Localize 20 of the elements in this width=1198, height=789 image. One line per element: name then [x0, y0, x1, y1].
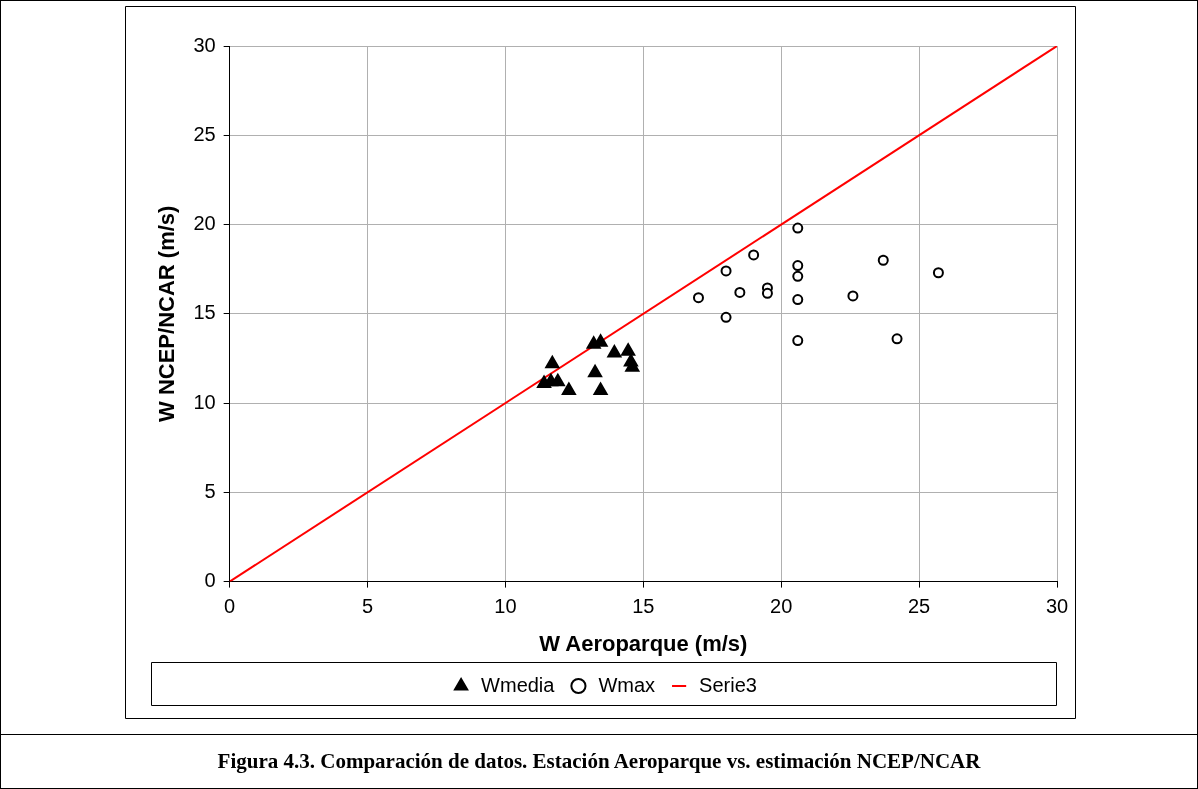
y-tick-label: 25 [193, 122, 216, 145]
y-tick-label: 20 [193, 212, 216, 235]
y-tick-label: 30 [193, 33, 216, 56]
x-tick-label: 25 [907, 595, 931, 618]
x-tick-label: 20 [770, 595, 793, 618]
y-tick-label: 5 [204, 479, 216, 502]
x-tick-label: 30 [1045, 595, 1069, 618]
y-tick-label: 0 [204, 569, 216, 592]
y-tick-label: 10 [193, 390, 216, 413]
legend-label: Wmedia [481, 673, 556, 696]
x-tick-label: 15 [632, 595, 655, 618]
y-axis-title: W NCEP/NCAR (m/s) [154, 205, 180, 422]
y-tick-label: 15 [193, 301, 216, 324]
text: Figura 4.3. Comparación de datos. Estación Aeroparque vs. estimación NCEP/NCAR [217, 749, 981, 773]
x-axis-title: W Aeroparque (m/s) [539, 630, 748, 656]
legend-label: Serie3 [699, 673, 757, 696]
x-tick-label: 5 [361, 595, 374, 618]
x-tick-label: 10 [494, 595, 517, 618]
x-tick-label: 0 [224, 595, 236, 618]
legend-label: Wmax [598, 673, 656, 696]
